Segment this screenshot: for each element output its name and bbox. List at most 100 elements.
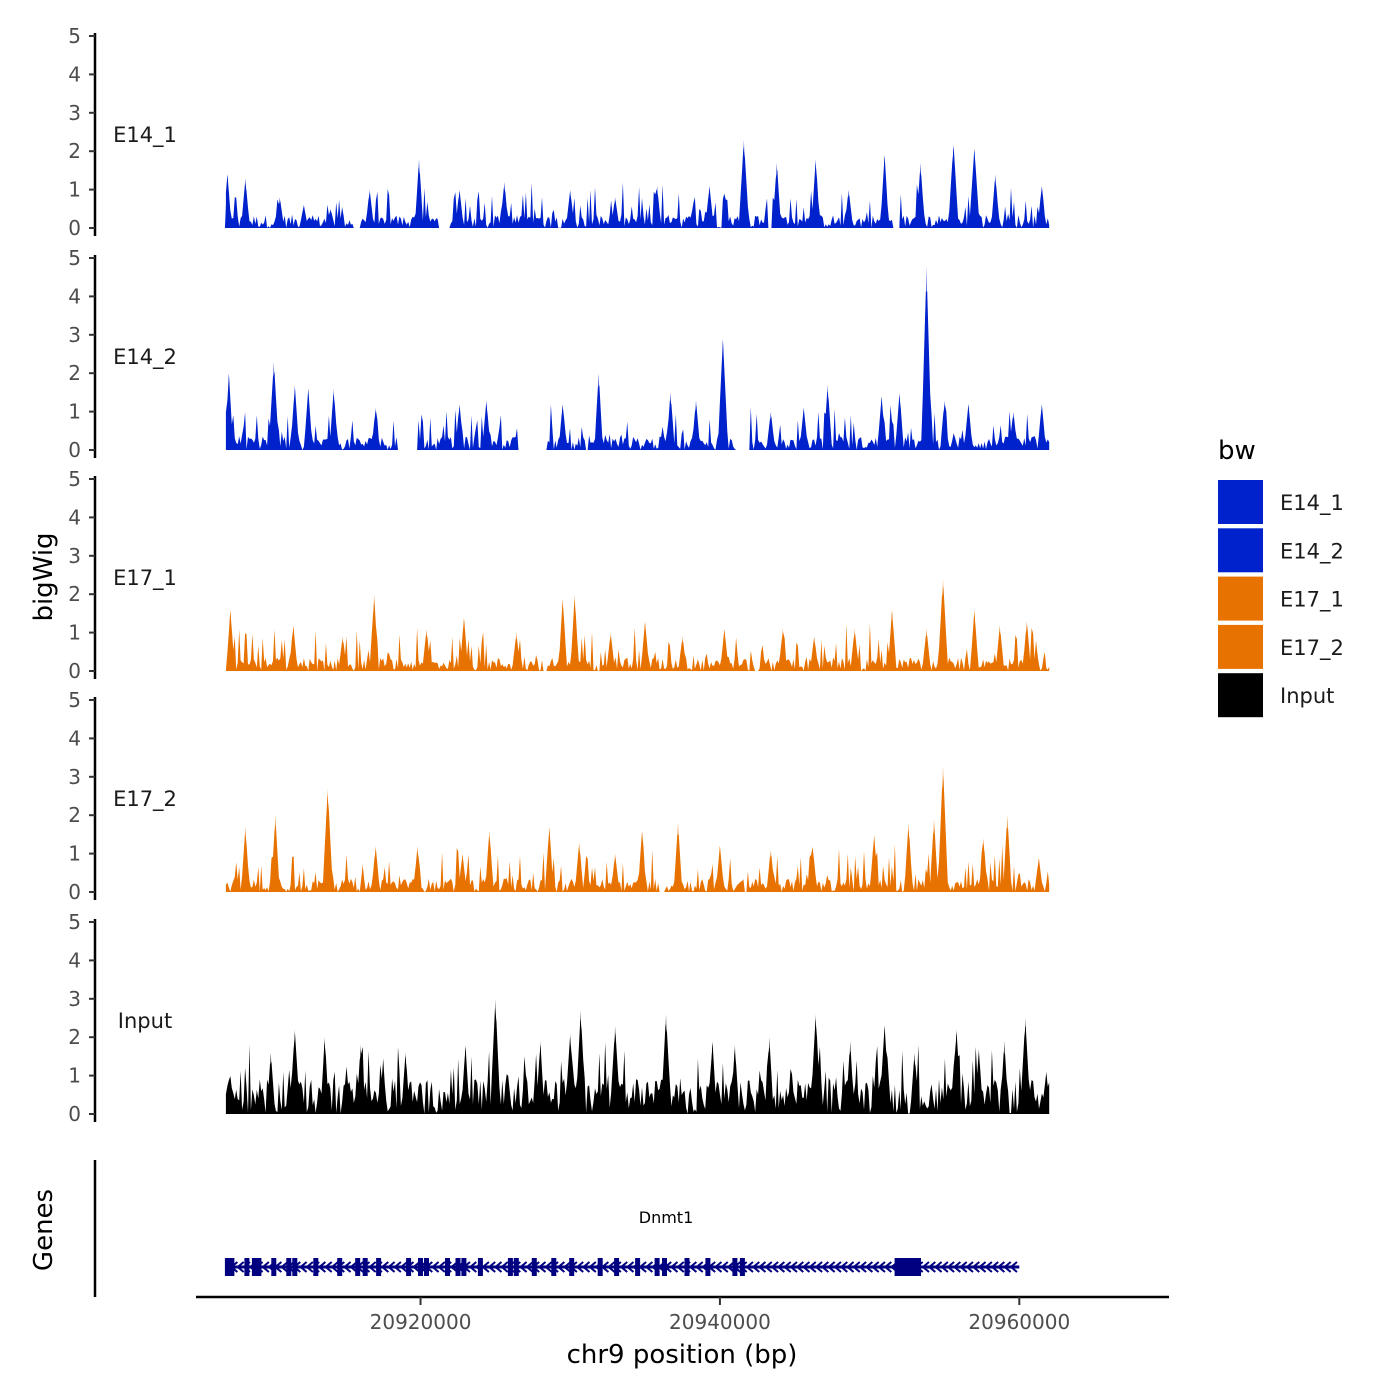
exon-mark xyxy=(292,1258,298,1276)
peak-mark xyxy=(1036,857,1042,892)
strand-arrow xyxy=(343,1261,352,1273)
peak-mark xyxy=(560,403,566,450)
y-tick-label: 4 xyxy=(68,948,81,972)
strand-arrow xyxy=(575,1261,584,1273)
exon-mark xyxy=(271,1258,277,1276)
exon-mark xyxy=(445,1258,450,1276)
exon-mark xyxy=(684,1258,690,1276)
strand-arrow xyxy=(820,1261,830,1273)
exon-mark xyxy=(244,1258,250,1276)
y-tick-label: 5 xyxy=(68,467,81,491)
peak-mark xyxy=(971,609,977,671)
bigwig-tracks: 0 1 2 3 4 5 E14_1 0 1 2 3 4 5 E14_2 0 1 2 3 4 5 E17_1 0 1 2 3 4 5 E… xyxy=(68,24,1050,1126)
peak-mark xyxy=(897,392,903,450)
peak-mark xyxy=(340,636,346,671)
strand-arrow xyxy=(726,1261,735,1273)
y-tick-label: 4 xyxy=(68,726,81,750)
x-tick-label: 20940000 xyxy=(669,1310,771,1334)
y-tick-label: 3 xyxy=(68,765,81,789)
peak-mark xyxy=(572,594,578,671)
peak-mark xyxy=(906,822,911,892)
y-tick-label: 1 xyxy=(68,1064,81,1088)
y-tick-label: 1 xyxy=(68,621,81,645)
legend-swatch-Input xyxy=(1218,673,1263,718)
peak-mark xyxy=(612,853,618,892)
strand-arrow xyxy=(261,1261,270,1273)
strand-arrow xyxy=(588,1261,597,1273)
exon-mark xyxy=(705,1258,711,1276)
strand-arrow xyxy=(795,1261,804,1273)
strand-arrow xyxy=(644,1261,654,1273)
peak-mark xyxy=(940,578,946,671)
peak-mark xyxy=(415,845,420,892)
strand-arrow xyxy=(468,1261,477,1273)
peak-mark xyxy=(513,632,519,671)
exon-mark xyxy=(551,1258,557,1276)
peak-mark xyxy=(992,174,998,228)
peak-mark xyxy=(879,396,885,450)
peak-mark xyxy=(766,1037,772,1114)
y-tick-label: 1 xyxy=(68,842,81,866)
legend-swatch-E17_1 xyxy=(1218,576,1263,621)
strand-arrow xyxy=(607,1261,616,1273)
strand-arrow xyxy=(871,1261,880,1273)
exon-mark xyxy=(614,1258,620,1276)
legend-label-E14_2: E14_2 xyxy=(1280,539,1344,564)
exon-mark xyxy=(251,1258,257,1276)
strand-arrow xyxy=(757,1261,767,1273)
peak-mark xyxy=(1010,411,1016,450)
signal-area-E17_1 xyxy=(225,586,1050,671)
x-tick-label: 20920000 xyxy=(370,1310,472,1334)
strand-arrow xyxy=(996,1261,1006,1273)
exon-mark xyxy=(313,1258,319,1276)
peak-mark xyxy=(924,265,929,450)
peak-mark xyxy=(721,628,727,671)
peak-mark xyxy=(642,621,648,671)
peak-mark xyxy=(813,158,819,228)
strand-arrow xyxy=(431,1261,440,1273)
peak-mark xyxy=(371,594,377,671)
strand-arrow xyxy=(858,1261,867,1273)
exon-mark xyxy=(229,1258,235,1276)
strand-arrow xyxy=(393,1261,402,1273)
peak-mark xyxy=(1024,621,1030,671)
peak-mark xyxy=(668,392,673,450)
strand-arrow xyxy=(525,1261,534,1273)
strand-arrow xyxy=(299,1261,308,1273)
exon-mark xyxy=(224,1258,230,1276)
peak-mark xyxy=(663,1014,669,1114)
peak-mark xyxy=(290,624,296,671)
strand-arrow xyxy=(380,1261,389,1273)
peak-mark xyxy=(680,636,685,671)
strand-arrow xyxy=(877,1261,886,1273)
exon-mark xyxy=(406,1258,412,1276)
x-axis: 20920000 20940000 20960000 xyxy=(196,1295,1169,1334)
peak-mark xyxy=(846,189,852,228)
peak-mark xyxy=(612,1025,618,1114)
y-tick-label: 2 xyxy=(68,139,81,163)
strand-arrow xyxy=(764,1261,773,1273)
strand-arrow xyxy=(399,1261,408,1273)
peak-mark xyxy=(457,189,462,228)
genes-track-title: Genes xyxy=(29,1189,59,1271)
exon-mark xyxy=(461,1258,467,1276)
peak-mark xyxy=(706,185,712,228)
peak-mark xyxy=(268,1052,274,1114)
exon-mark xyxy=(256,1258,262,1276)
strand-arrow xyxy=(537,1261,547,1273)
y-tick-label: 1 xyxy=(68,400,81,424)
peak-mark xyxy=(492,998,498,1114)
strand-arrow xyxy=(984,1261,993,1273)
strand-arrow xyxy=(581,1261,591,1273)
strand-arrow xyxy=(745,1261,754,1273)
x-axis-title: chr9 position (bp) xyxy=(567,1340,798,1370)
peak-mark xyxy=(940,765,946,892)
y-tick-label: 3 xyxy=(68,987,81,1011)
y-tick-label: 5 xyxy=(68,688,81,712)
peak-mark xyxy=(720,338,726,450)
exon-mark xyxy=(337,1258,343,1276)
track-label: E17_1 xyxy=(113,566,177,591)
exon-mark xyxy=(455,1258,461,1276)
exon-mark xyxy=(905,1258,915,1276)
strand-arrow xyxy=(770,1261,779,1273)
